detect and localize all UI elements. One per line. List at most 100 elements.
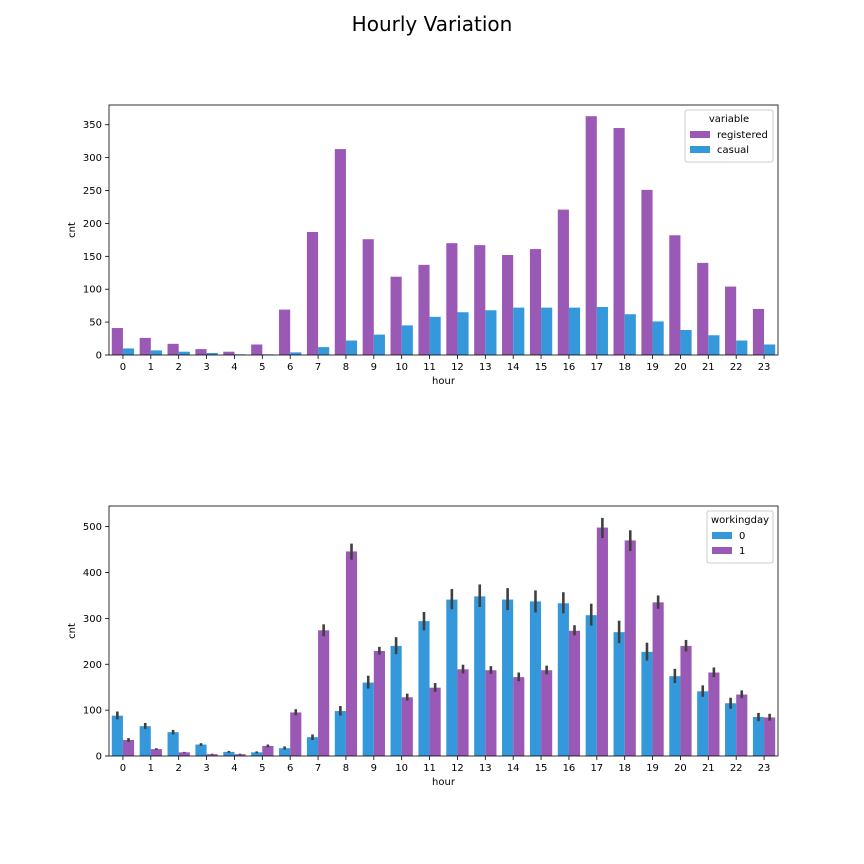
- y-tick-label: 200: [83, 219, 102, 230]
- x-tick-label: 12: [451, 763, 464, 774]
- bar-registered-17: [585, 116, 597, 356]
- bar-casual-8: [345, 340, 358, 355]
- bar-casual-9: [373, 334, 385, 355]
- x-tick-label: 12: [451, 362, 464, 373]
- legend-label-1: 1: [739, 546, 745, 557]
- bar-0-7: [306, 737, 319, 756]
- x-tick-label: 11: [423, 362, 436, 373]
- bar-registered-9: [362, 239, 374, 355]
- legend-title: workingday: [711, 515, 769, 526]
- x-tick-label: 3: [203, 362, 209, 373]
- y-axis-label: cnt: [67, 222, 78, 238]
- x-tick-label: 6: [287, 362, 293, 373]
- bar-0-21: [697, 691, 709, 756]
- y-tick-label: 50: [89, 318, 102, 329]
- bar-1-13: [485, 670, 497, 756]
- x-tick-label: 0: [120, 362, 126, 373]
- bar-registered-23: [752, 308, 765, 355]
- bar-0-20: [669, 676, 681, 756]
- bar-1-15: [541, 670, 553, 756]
- x-tick-label: 17: [590, 763, 603, 774]
- bar-1-9: [373, 650, 385, 756]
- bar-casual-7: [318, 347, 330, 355]
- x-tick-label: 16: [563, 362, 576, 373]
- bar-registered-13: [474, 245, 486, 355]
- bar-registered-20: [669, 235, 681, 355]
- bar-casual-22: [736, 340, 748, 355]
- axes-frame: [108, 104, 779, 356]
- x-tick-label: 7: [315, 362, 321, 373]
- legend-swatch-1: [712, 547, 732, 554]
- bar-registered-4: [223, 351, 235, 355]
- bar-casual-23: [764, 344, 776, 355]
- legend-swatch-0: [712, 532, 732, 539]
- bar-1-7: [318, 630, 330, 756]
- y-tick-label: 0: [96, 752, 102, 763]
- bar-1-18: [624, 540, 636, 756]
- x-tick-label: 19: [646, 763, 659, 774]
- x-axis-label: hour: [432, 777, 456, 788]
- bar-registered-15: [529, 249, 542, 355]
- y-tick-label: 100: [83, 285, 102, 296]
- bar-casual-6: [290, 352, 302, 355]
- x-tick-label: 4: [231, 362, 237, 373]
- y-tick-label: 150: [83, 252, 102, 263]
- bar-0-12: [446, 599, 458, 756]
- bar-casual-11: [429, 316, 441, 355]
- bar-1-1: [150, 749, 162, 756]
- bar-registered-6: [279, 309, 291, 355]
- x-tick-label: 3: [203, 763, 209, 774]
- x-tick-label: 23: [758, 763, 771, 774]
- x-tick-label: 20: [674, 362, 687, 373]
- y-tick-label: 0: [96, 351, 102, 362]
- legend-title: variable: [709, 114, 749, 125]
- bar-registered-5: [251, 344, 263, 355]
- bar-1-23: [764, 717, 776, 756]
- bar-registered-18: [613, 128, 625, 355]
- bar-registered-10: [390, 276, 402, 355]
- bar-registered-11: [418, 264, 430, 355]
- y-axis-label: cnt: [67, 623, 78, 639]
- x-tick-label: 21: [702, 763, 715, 774]
- x-tick-label: 10: [395, 362, 408, 373]
- x-tick-label: 18: [618, 763, 631, 774]
- bar-casual-18: [624, 314, 636, 355]
- x-tick-label: 1: [148, 763, 154, 774]
- bar-1-22: [736, 694, 748, 756]
- bar-casual-19: [652, 321, 664, 355]
- bar-casual-14: [513, 307, 525, 355]
- x-tick-label: 2: [176, 362, 182, 373]
- x-tick-label: 8: [343, 763, 349, 774]
- bar-1-6: [290, 712, 302, 756]
- bar-1-2: [178, 752, 190, 756]
- bar-0-22: [725, 703, 737, 756]
- bar-0-10: [390, 645, 402, 756]
- bar-1-11: [429, 687, 441, 756]
- bar-1-14: [513, 677, 525, 756]
- bar-registered-14: [502, 255, 514, 355]
- legend-swatch-casual: [690, 146, 710, 153]
- bar-casual-3: [206, 353, 218, 355]
- y-tick-label: 400: [83, 568, 102, 579]
- x-tick-label: 13: [479, 763, 492, 774]
- x-tick-label: 22: [730, 763, 743, 774]
- y-tick-label: 500: [83, 522, 102, 533]
- x-tick-label: 13: [479, 362, 492, 373]
- bar-0-18: [613, 632, 625, 756]
- bar-1-20: [680, 645, 692, 756]
- bar-registered-7: [306, 231, 319, 355]
- legend-label-0: 0: [739, 531, 745, 542]
- bar-0-11: [418, 621, 430, 756]
- x-tick-label: 16: [563, 763, 576, 774]
- x-tick-label: 15: [535, 362, 548, 373]
- bar-0-2: [167, 732, 179, 756]
- x-tick-label: 23: [758, 362, 771, 373]
- legend-label-casual: casual: [717, 145, 749, 156]
- bar-1-0: [122, 739, 135, 756]
- bar-1-5: [262, 745, 274, 756]
- bar-1-10: [401, 697, 413, 756]
- bar-casual-1: [150, 350, 162, 355]
- bar-0-14: [502, 599, 514, 756]
- x-tick-label: 15: [535, 763, 548, 774]
- bar-casual-2: [178, 351, 190, 355]
